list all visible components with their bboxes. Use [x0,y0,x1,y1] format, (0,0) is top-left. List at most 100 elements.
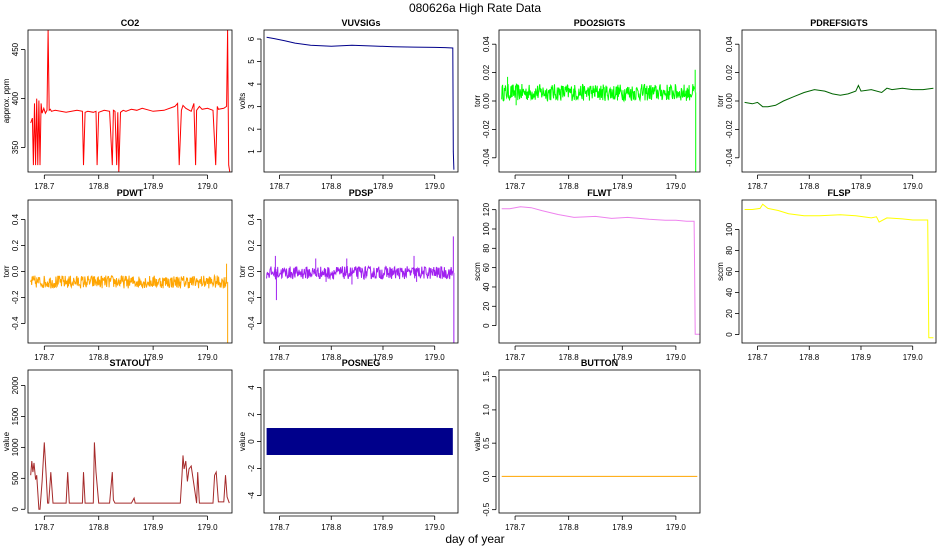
y-tick-label: 100 [725,222,734,236]
panel-statout: STATOUT value 178.7 178.8 178.9 179.0 0 500 1000… [2,358,233,532]
y-tick-label: 3 [247,104,256,109]
y-tick-label: 1.5 [482,371,491,383]
x-tick-label: 178.9 [373,353,394,362]
panel-vuvsigs: VUVSIGs volts 178.7 178.8 178.9 179.0 1 2 3 4 5 6 [238,18,459,191]
y-tick-label: 6 [247,36,256,41]
x-tick-label: 178.7 [748,182,769,191]
series-line [30,30,231,172]
panel-pdwt: PDWT torr 178.7 178.8 178.9 179.0 -0.4 -0.2 0.0 0… [2,188,233,362]
y-tick-label: 0.0 [247,265,256,277]
panel-title: CO2 [121,18,140,28]
series-line [501,82,696,103]
x-tick-label: 178.8 [559,523,580,532]
x-tick-label: 179.0 [903,353,924,362]
x-tick-label: 178.7 [270,353,291,362]
y-axis-label: value [473,431,482,451]
y-tick-label: -4 [247,491,256,499]
x-tick-label: 179.0 [903,182,924,191]
x-tick-label: 178.9 [612,182,633,191]
y-tick-label: -0.04 [725,148,734,167]
series-bar [266,428,453,455]
y-tick-label: 0.00 [482,93,491,109]
x-tick-label: 178.7 [34,523,55,532]
series-line [501,206,700,335]
panel-title: FLWT [587,188,612,198]
y-tick-label: 0.5 [482,437,491,449]
y-tick-label: 0.2 [11,239,20,251]
x-tick-label: 178.9 [143,182,164,191]
plot-area [30,442,230,510]
x-tick-label: 178.7 [505,353,526,362]
y-tick-label: 0 [725,332,734,337]
y-tick-label: -0.2 [11,290,20,304]
x-tick-label: 178.8 [559,182,580,191]
x-tick-label: 178.8 [89,182,110,191]
panel-title: POSNEG [342,358,381,368]
y-axis-label: value [2,431,11,451]
panel-title: BUTTON [581,358,618,368]
y-tick-label: -0.04 [482,148,491,167]
x-tick-label: 179.0 [425,523,446,532]
x-tick-label: 178.8 [799,353,820,362]
x-tick-label: 178.8 [89,523,110,532]
x-tick-label: 179.0 [425,353,446,362]
plot-frame [263,199,459,344]
x-tick-label: 178.7 [505,182,526,191]
y-tick-label: 2 [247,126,256,131]
y-tick-label: -0.4 [11,316,20,330]
x-tick-label: 178.8 [321,182,342,191]
y-tick-label: 4 [247,81,256,86]
panel-co2: CO2 approx. ppm 178.7 178.8 178.9 179.0 350 400… [2,18,233,191]
plot-frame [498,199,701,344]
y-tick-label: 450 [11,42,20,56]
y-tick-label: 2000 [11,376,20,394]
y-tick-label: 0 [247,439,256,444]
x-tick-label: 178.7 [270,182,291,191]
y-axis-label: torr [2,265,11,277]
plot-area [266,36,455,170]
x-tick-label: 178.7 [270,523,291,532]
y-axis-label: volts [238,93,247,109]
y-tick-label: 0.02 [482,64,491,80]
panel-title: PDSP [349,188,374,198]
y-axis-label: torr [238,265,247,277]
x-tick-label: 179.0 [198,353,219,362]
plot-area [266,236,455,343]
x-tick-label: 178.9 [851,353,872,362]
y-tick-label: 0.04 [482,36,491,52]
x-tick-label: 178.9 [612,353,633,362]
y-tick-label: 120 [482,202,491,216]
x-tick-label: 179.0 [198,182,219,191]
y-tick-label: 100 [482,222,491,236]
x-tick-label: 179.0 [666,523,687,532]
y-tick-label: 80 [482,243,491,252]
x-tick-label: 178.9 [143,353,164,362]
y-tick-label: 20 [482,301,491,310]
plot-frame [498,369,701,514]
series-line [744,203,934,339]
y-tick-label: 0.04 [725,36,734,52]
y-tick-label: 400 [11,91,20,105]
y-tick-label: 4 [247,385,256,390]
y-axis-label: approx. ppm [2,78,11,123]
series-line [30,273,228,290]
plot-frame [741,29,937,173]
panel-title: FLSP [827,188,850,198]
plot-frame [741,199,937,344]
y-tick-label: -0.4 [247,316,256,330]
x-tick-label: 179.0 [198,523,219,532]
panel-flsp: FLSP sccm 178.7 178.8 178.9 179.0 0 20 40 60 80 100 [716,188,937,362]
plot-frame [498,29,701,173]
panel-title: PDO2SIGTS [574,18,626,28]
series-line [30,442,230,510]
y-tick-label: 0.4 [11,213,20,225]
x-tick-label: 178.8 [321,523,342,532]
plot-area [30,263,229,343]
panel-title: PDREFSIGTS [810,18,868,28]
y-axis-label: torr [716,95,725,107]
x-tick-label: 178.8 [559,353,580,362]
y-tick-label: 1 [247,149,256,154]
y-tick-label: 20 [725,309,734,318]
x-tick-label: 178.9 [851,182,872,191]
